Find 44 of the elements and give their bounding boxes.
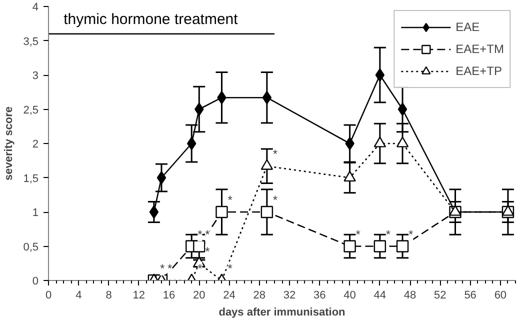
y-tick-label: 0 [32,276,39,288]
annotation: * [167,262,172,276]
y-tick-label: 4 [32,2,39,14]
y-tick-label: 2,5 [23,104,39,116]
legend-label: EAE+TP [456,64,502,78]
x-tick-label: 52 [434,290,446,302]
x-tick-label: 60 [494,290,507,302]
x-tick-label: 4 [76,290,82,302]
x-tick-label: 36 [314,290,326,302]
annotation: * [272,147,278,162]
x-tick-label: 44 [374,290,386,302]
x-tick-label: 16 [162,290,176,302]
y-tick-label: 2 [32,138,39,150]
y-axis-title: severity score [3,106,16,180]
x-tick-label: 8 [106,290,112,302]
x-tick-label: 40 [344,290,356,302]
x-tick-label: 24 [223,290,236,302]
x-tick-label: 12 [132,290,146,302]
annotation: * [386,227,391,242]
x-tick-label: 48 [404,290,416,302]
annotation: thymic hormone treatment [64,10,239,28]
y-tick-label: 3 [32,70,39,82]
annotation: * [205,227,210,242]
annotation: * [408,227,414,242]
annotation: * [198,227,203,242]
y-tick-label: 0,5 [23,241,39,254]
annotation: * [205,244,210,258]
x-tick-label: 20 [193,290,206,302]
x-tick-label: 32 [283,290,296,302]
x-tick-label: 28 [253,290,266,302]
x-tick-label: 0 [45,290,52,302]
annotation: * [160,262,165,276]
x-axis-title: days after immunisation [218,306,346,318]
annotation: * [228,193,233,207]
annotation: * [228,262,233,276]
legend-label: EAE [456,20,480,34]
annotation: * [198,262,203,276]
annotation: * [356,227,361,242]
y-tick-label: 1,5 [23,172,39,185]
x-tick-label: 56 [464,290,476,302]
legend-label: EAE+TM [456,42,504,56]
annotation: * [272,193,278,207]
y-tick-label: 1 [32,207,39,219]
y-tick-label: 3,5 [23,36,39,48]
